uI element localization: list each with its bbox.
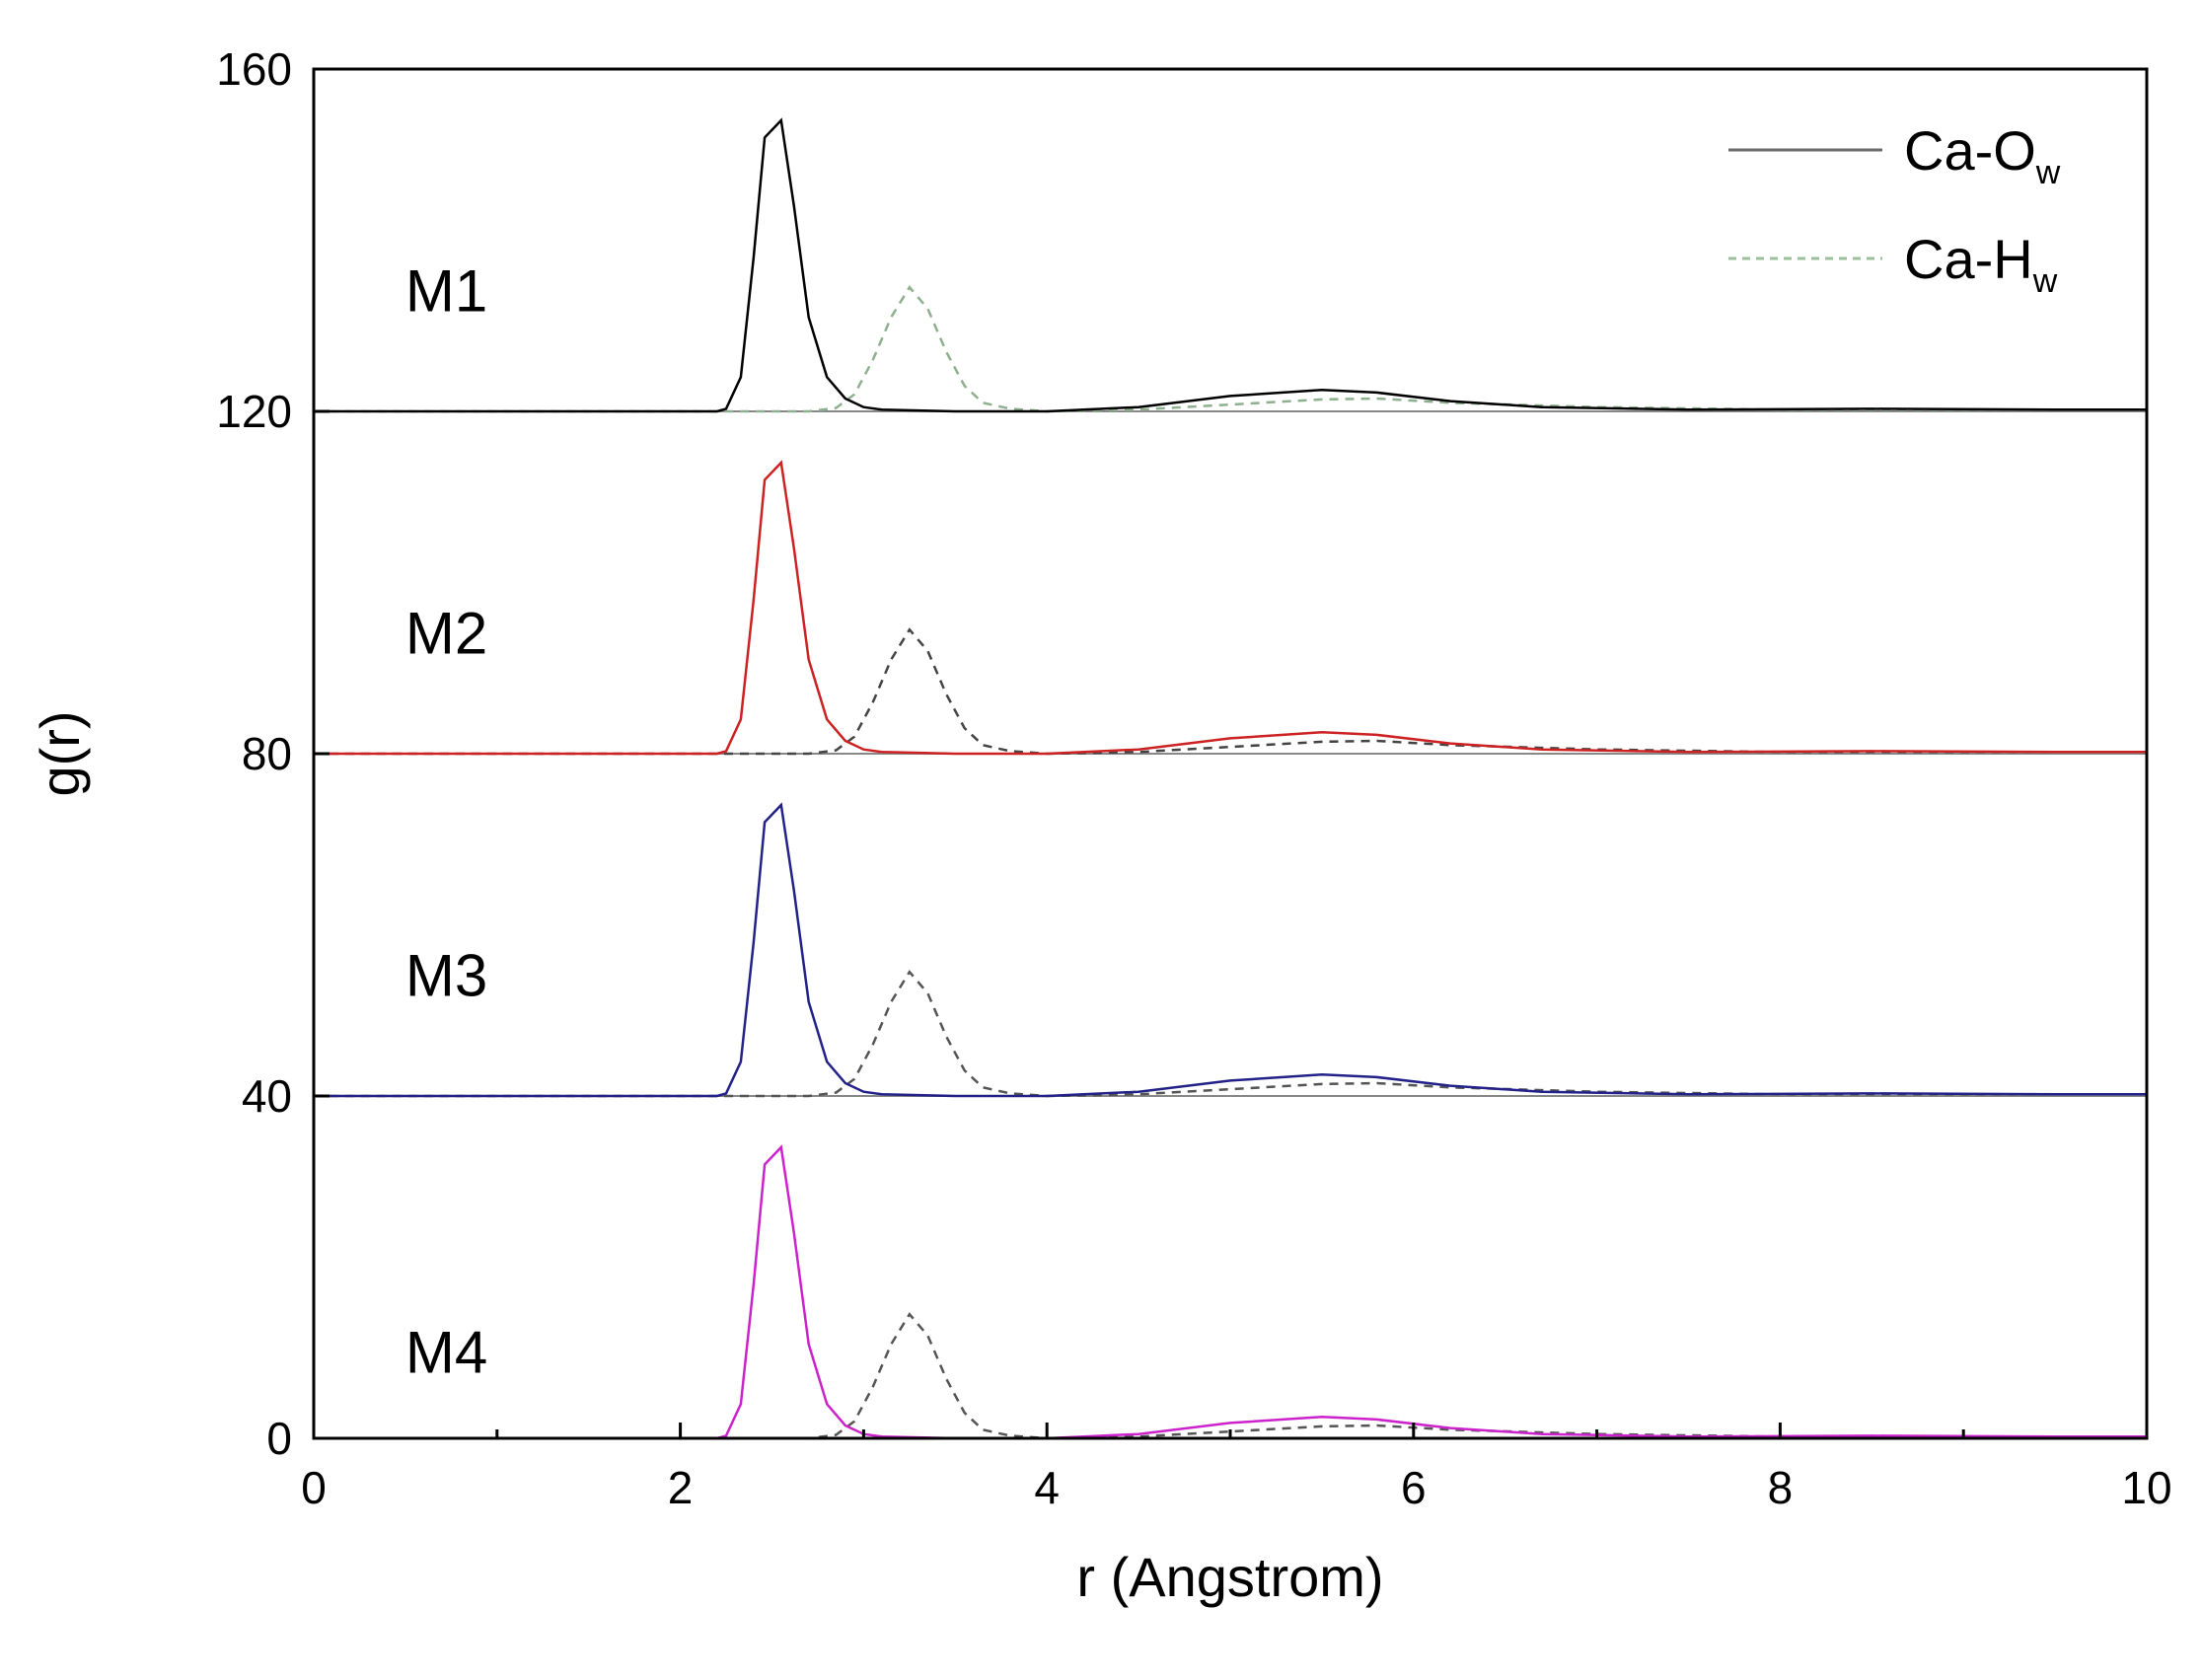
y-axis-title: g(r) [29,710,91,796]
x-tick-label-4: 4 [1034,1462,1060,1513]
series-ca-ow-m2 [314,460,2147,756]
series-ca-hw-m1 [314,285,2147,413]
y-tick-label-40: 40 [242,1070,292,1122]
y-tick-label-0: 0 [266,1413,292,1464]
y-tick-label-160: 160 [216,43,292,95]
panel-label-m3: M3 [405,943,487,1009]
series-layer [314,117,2147,1440]
x-axis-title: r (Angstrom) [1076,1546,1383,1608]
series-ca-ow-m4 [314,1144,2147,1440]
x-tick-label-8: 8 [1768,1462,1794,1513]
x-tick-label-0: 0 [301,1462,327,1513]
series-ca-ow-m3 [314,802,2147,1098]
series-ca-hw-m4 [314,1312,2147,1440]
x-tick-label-2: 2 [668,1462,694,1513]
series-ca-hw-m2 [314,627,2147,756]
x-tick-label-10: 10 [2121,1462,2171,1513]
x-tick-label-6: 6 [1401,1462,1427,1513]
legend-label-ca-hw: Ca-Hw [1904,228,2058,300]
panel-label-layer: M1 M2 M3 M4 [405,258,487,1386]
panel-label-m1: M1 [405,258,487,325]
panel-label-m2: M2 [405,601,487,667]
tick-layer: 0 2 4 6 8 10 0 40 80 120 160 [216,43,2171,1513]
series-ca-ow-m1 [314,117,2147,413]
series-ca-hw-m3 [314,970,2147,1098]
y-tick-label-80: 80 [242,728,292,779]
legend-label-ca-ow: Ca-Ow [1904,119,2061,191]
y-tick-label-120: 120 [216,386,292,437]
legend: Ca-Ow Ca-Hw [1728,119,2061,300]
panel-label-m4: M4 [405,1319,487,1385]
